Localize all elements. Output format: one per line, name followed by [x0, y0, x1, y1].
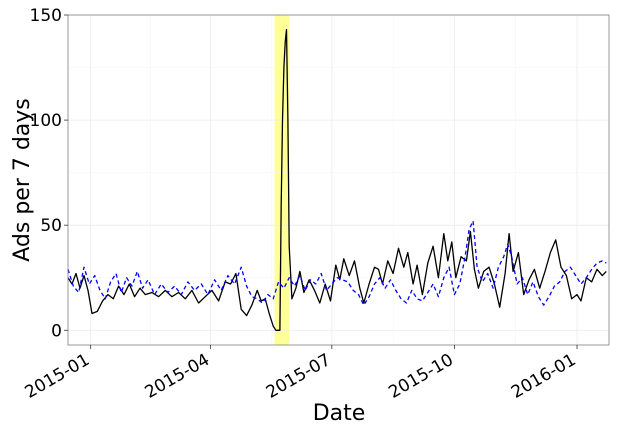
x-tick-label: 2015-07: [263, 350, 335, 403]
y-tick-label: 150: [30, 6, 62, 26]
grid-layer: [68, 14, 609, 345]
y-axis-title: Ads per 7 days: [10, 98, 35, 262]
x-tick-label: 2015-10: [385, 350, 457, 403]
y-tick-label: 0: [51, 321, 62, 341]
y-tick-label: 50: [40, 216, 62, 236]
x-tick-label: 2015-04: [142, 350, 214, 403]
tick-layer: 0 50 100 150 2015-01 2015-04 2015-07 2015-10 201…: [22, 6, 580, 403]
x-tick-label: 2015-01: [22, 350, 94, 403]
series-line-solid: [67, 29, 607, 331]
plot-border: [67, 14, 610, 346]
series-line-dashed: [67, 220, 607, 306]
y-tick-label: 100: [30, 111, 62, 131]
x-axis-title: Date: [313, 401, 366, 426]
x-tick-label: 2016-01: [508, 350, 580, 403]
series-layer: [67, 29, 607, 331]
